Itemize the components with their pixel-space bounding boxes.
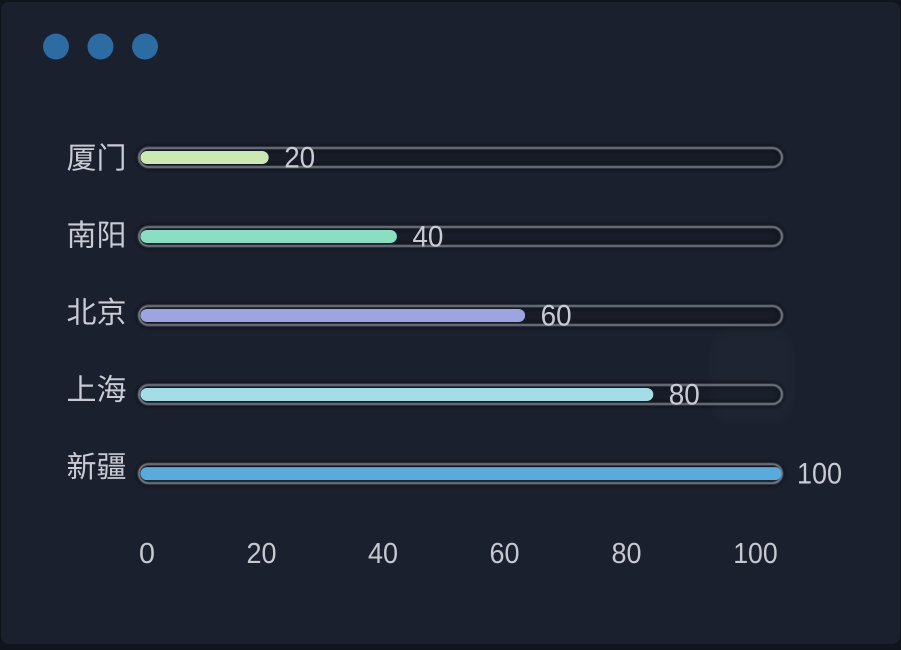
svg-text:40: 40 bbox=[368, 538, 398, 570]
svg-text:60: 60 bbox=[541, 299, 572, 332]
svg-text:40: 40 bbox=[412, 220, 443, 253]
svg-text:20: 20 bbox=[284, 141, 315, 174]
svg-text:60: 60 bbox=[490, 538, 520, 570]
svg-text:100: 100 bbox=[797, 457, 842, 490]
svg-text:0: 0 bbox=[139, 538, 155, 570]
svg-text:100: 100 bbox=[733, 538, 778, 570]
svg-text:80: 80 bbox=[669, 378, 700, 411]
svg-text:80: 80 bbox=[612, 538, 642, 570]
svg-text:20: 20 bbox=[247, 538, 277, 570]
